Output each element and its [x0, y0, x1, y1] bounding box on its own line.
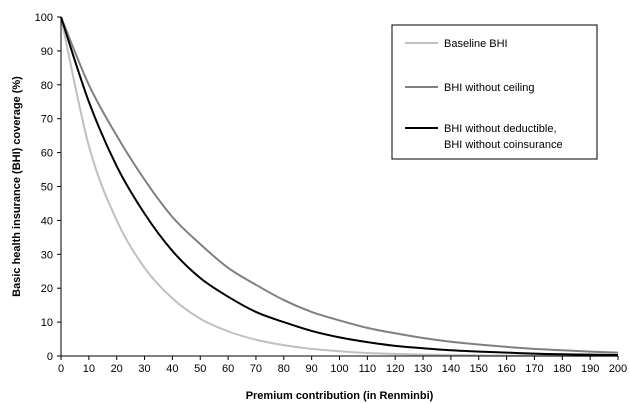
y-tick-label: 80	[41, 80, 53, 92]
legend-label-1: Baseline BHI	[444, 38, 508, 50]
y-tick-label: 30	[41, 249, 53, 261]
y-tick-label: 100	[35, 12, 53, 24]
legend-label-2: BHI without ceiling	[444, 82, 535, 94]
y-tick-label: 20	[41, 283, 53, 295]
legend: Baseline BHI BHI without ceiling BHI witho…	[391, 24, 598, 160]
x-tick-label: 180	[553, 363, 571, 375]
x-tick-label: 110	[359, 363, 377, 375]
legend-label-3: BHI without coinsurance	[444, 139, 563, 151]
x-tick-label: 60	[222, 363, 234, 375]
x-tick-label: 0	[58, 363, 64, 375]
x-tick-label: 10	[83, 363, 95, 375]
legend-label-3: BHI without deductible,	[444, 123, 557, 135]
x-tick-label: 80	[278, 363, 290, 375]
x-tick-label: 90	[306, 363, 318, 375]
x-tick-label: 120	[386, 363, 404, 375]
x-tick-label: 170	[525, 363, 543, 375]
y-axis-title: Basic health insurance (BHI) coverage (%…	[11, 76, 23, 297]
y-axis-ticks: 0 10 20 30 40 50 60 70 80 90 100	[35, 12, 61, 363]
x-tick-label: 50	[194, 363, 206, 375]
x-tick-label: 130	[414, 363, 432, 375]
x-tick-label: 70	[250, 363, 262, 375]
x-tick-label: 140	[442, 363, 460, 375]
x-tick-label: 190	[581, 363, 599, 375]
legend-box	[391, 24, 598, 160]
y-tick-label: 0	[47, 351, 53, 363]
y-tick-label: 70	[41, 114, 53, 126]
x-tick-label: 40	[166, 363, 178, 375]
y-tick-label: 50	[41, 182, 53, 194]
x-axis-title: Premium contribution (in Renminbi)	[246, 390, 434, 402]
plot-area: 0 10 20 30 40 50 60 70 80 90 100 110 120 130 140 150 160…	[35, 12, 628, 375]
series-line-2	[60, 16, 619, 354]
legend-items: Baseline BHI BHI without ceiling BHI witho…	[405, 38, 563, 151]
x-tick-label: 100	[330, 363, 348, 375]
x-tick-label: 150	[470, 363, 488, 375]
x-tick-label: 200	[609, 363, 627, 375]
x-tick-label: 30	[138, 363, 150, 375]
x-tick-label: 160	[497, 363, 515, 375]
y-tick-label: 10	[41, 317, 53, 329]
x-tick-label: 20	[111, 363, 123, 375]
series-line-3	[60, 16, 619, 356]
y-tick-label: 40	[41, 215, 53, 227]
y-tick-label: 60	[41, 148, 53, 160]
x-axis-ticks: 0 10 20 30 40 50 60 70 80 90 100 110 120 130 140 150 160…	[58, 356, 627, 375]
y-tick-label: 90	[41, 46, 53, 58]
